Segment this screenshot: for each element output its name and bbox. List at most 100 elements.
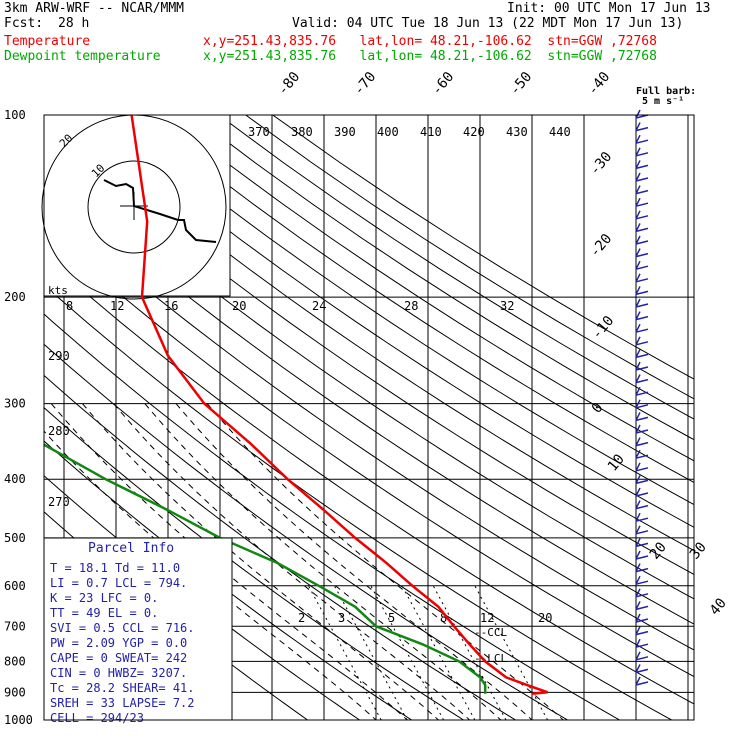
wind-barb [635,374,649,384]
wind-barb [635,525,649,535]
parcel-info-row: PW = 2.09 YGP = 0.0 [50,636,187,650]
theta-label: 380 [291,125,313,139]
barb-note-line2: 5 m s⁻¹ [642,96,684,107]
wind-barb [635,134,649,144]
lcl-label: --LCL [474,652,507,665]
moist-adiabat-line [206,403,564,720]
mixing-ratio-line [401,585,476,720]
temperature-tick-label: -40 [585,69,614,99]
temperature-tick-label: 10 [605,451,628,474]
mixing-ratio-line [370,585,445,720]
dry-adiabat-line [272,115,694,380]
mixing-ratio-label: 3 [338,611,345,625]
temperature-tick-label: -80 [275,69,304,99]
valid-time: Valid: 04 UTC Tue 18 Jun 13 (22 MDT Mon … [292,16,684,31]
temperature-location-info: x,y=251.43,835.76 lat,lon= 48.21,-106.62… [203,34,657,49]
wind-barb [635,449,649,459]
dry-adiabat-line [44,175,694,625]
wind-barb [635,311,649,321]
mixing-ratio-label: 8 [440,611,447,625]
wind-barb [635,412,649,422]
hodograph-units-label: kts [48,284,68,297]
parcel-info-title: Parcel Info [88,541,174,556]
wind-barb [635,223,649,233]
theta-label: 410 [420,125,442,139]
mixing-ratio-line [474,585,549,720]
wind-barb [635,210,649,220]
dry-adiabat-line [44,255,694,705]
wind-barb [635,550,649,560]
dry-adiabat-line [191,115,694,441]
model-title: 3km ARW-WRF -- NCAR/MMM [4,1,185,16]
pressure-tick-label: 300 [4,397,26,411]
pressure-tick-label: 1000 [4,713,33,727]
wind-barb [635,588,649,598]
temperature-tick-label: -60 [429,69,458,99]
side-theta-label: 280 [48,424,70,438]
moist-adiabat-line [175,403,533,720]
hodograph-speed-label: 20 [232,299,246,313]
dry-adiabat-line [110,115,694,506]
side-theta-label: 290 [48,349,70,363]
temperature-tick-label: 40 [707,595,730,618]
pressure-tick-label: 400 [4,472,26,486]
ccl-label: --CCL [474,626,507,639]
hodograph-speed-label: 24 [312,299,326,313]
wind-barb [635,273,649,283]
pressure-tick-label: 800 [4,654,26,668]
temperature-profile-line [130,115,549,696]
theta-label: 390 [334,125,356,139]
forecast-hour: 28 h [58,16,90,31]
wind-barb [635,399,649,409]
parcel-info-box [43,537,233,721]
dry-adiabat-line [44,228,694,678]
wind-barb [635,437,649,447]
wind-barb [635,248,649,258]
moist-adiabat-line [113,403,470,720]
pressure-tick-label: 100 [4,108,26,122]
dry-adiabat-line [44,202,694,651]
mixing-ratio-line [307,585,382,720]
dry-adiabat-line [44,126,694,575]
wind-barb [635,601,649,611]
parcel-info-row: SVI = 0.5 CCL = 716. [50,621,195,635]
dry-adiabat-line [218,115,694,420]
wind-barb [635,386,649,396]
hodograph-speed-label: 16 [164,299,178,313]
wind-barb [635,512,649,522]
wind-barb [635,147,649,157]
wind-barb [635,462,649,472]
wind-barb [635,424,649,434]
wind-barb [635,122,649,132]
hodograph-speed-label: 28 [404,299,418,313]
dry-adiabat-line [44,313,620,720]
dry-adiabat-line [44,406,464,720]
parcel-info-row: CELL = 294/23 [50,711,144,725]
dry-adiabat-line [245,115,694,400]
parcel-info-row: T = 18.1 Td = 11.0 [50,561,180,575]
hodograph-speed-label: 8 [66,299,73,313]
dewpoint-location-info: x,y=251.43,835.76 lat,lon= 48.21,-106.62… [203,49,657,64]
wind-barb [635,500,649,510]
mixing-ratio-label: 20 [538,611,552,625]
wind-barb [635,260,649,270]
wind-barb [635,349,649,359]
wind-barb [635,664,649,674]
temperature-tick-label: -10 [589,313,618,343]
pressure-tick-label: 600 [4,579,26,593]
wind-barb [635,563,649,573]
pressure-tick-label: 900 [4,685,26,699]
dry-adiabat-line [164,115,694,462]
wind-barb [635,651,649,661]
plot-frame [43,114,695,721]
mixing-ratio-label: 2 [298,611,305,625]
theta-label: 430 [506,125,528,139]
wind-barb [635,626,649,636]
temperature-tick-label: 0 [589,400,607,417]
wind-barb [635,575,649,585]
temperature-tick-label: -30 [587,149,616,179]
wind-barb [635,172,649,182]
parcel-info-row: CIN = 0 HWBZ= 3207. [50,666,187,680]
mixing-ratio-label: 5 [388,611,395,625]
mixing-ratio-line [432,585,507,720]
